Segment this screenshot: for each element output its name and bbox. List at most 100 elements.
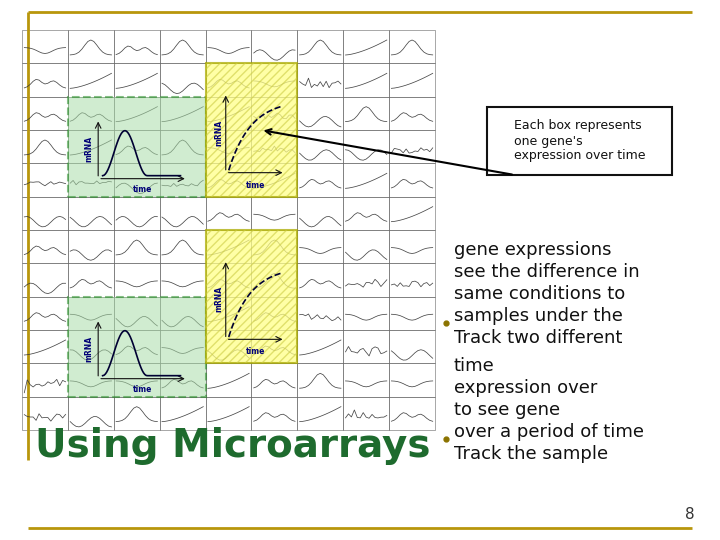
Bar: [389, 197, 435, 230]
Bar: [205, 230, 297, 363]
Text: same conditions to: same conditions to: [454, 285, 625, 303]
Bar: [251, 63, 297, 97]
Text: mRNA: mRNA: [84, 335, 93, 362]
Bar: [68, 63, 114, 97]
Bar: [343, 163, 389, 197]
Bar: [205, 197, 251, 230]
Bar: [160, 130, 205, 163]
Bar: [389, 230, 435, 264]
Bar: [297, 397, 343, 430]
Bar: [343, 63, 389, 97]
Bar: [114, 264, 160, 296]
Bar: [297, 296, 343, 330]
Bar: [389, 63, 435, 97]
Bar: [68, 296, 205, 397]
Bar: [251, 330, 297, 363]
Bar: [297, 63, 343, 97]
Bar: [251, 197, 297, 230]
Bar: [343, 363, 389, 397]
Bar: [251, 363, 297, 397]
Bar: [389, 363, 435, 397]
Bar: [114, 130, 160, 163]
Bar: [343, 264, 389, 296]
Bar: [160, 197, 205, 230]
Bar: [68, 97, 205, 197]
Text: expression over: expression over: [454, 379, 598, 397]
Bar: [68, 397, 114, 430]
Bar: [22, 264, 68, 296]
Bar: [22, 197, 68, 230]
Bar: [251, 163, 297, 197]
Bar: [297, 330, 343, 363]
Bar: [389, 97, 435, 130]
Bar: [389, 397, 435, 430]
Bar: [297, 97, 343, 130]
Bar: [205, 97, 251, 130]
Bar: [22, 63, 68, 97]
Bar: [389, 330, 435, 363]
Text: time: time: [246, 181, 265, 190]
Text: mRNA: mRNA: [215, 119, 224, 146]
Bar: [160, 230, 205, 264]
Bar: [205, 63, 251, 97]
Bar: [68, 130, 114, 163]
Bar: [160, 330, 205, 363]
Text: mRNA: mRNA: [84, 136, 93, 161]
Bar: [22, 363, 68, 397]
Bar: [343, 397, 389, 430]
Bar: [205, 363, 251, 397]
Text: mRNA: mRNA: [215, 286, 224, 313]
Bar: [160, 264, 205, 296]
Bar: [251, 296, 297, 330]
Bar: [68, 330, 114, 363]
Text: 8: 8: [685, 507, 695, 522]
Bar: [22, 30, 68, 63]
Bar: [205, 63, 297, 197]
Text: Track the sample: Track the sample: [454, 445, 608, 463]
Bar: [114, 330, 160, 363]
Bar: [343, 97, 389, 130]
Text: to see gene: to see gene: [454, 401, 560, 419]
Bar: [205, 264, 251, 296]
Text: Using Microarrays: Using Microarrays: [35, 427, 431, 465]
Text: time: time: [133, 384, 153, 394]
Text: see the difference in: see the difference in: [454, 263, 639, 281]
Bar: [114, 296, 160, 330]
Bar: [343, 230, 389, 264]
Bar: [160, 363, 205, 397]
Bar: [68, 30, 114, 63]
Bar: [68, 264, 114, 296]
Bar: [297, 363, 343, 397]
Bar: [114, 197, 160, 230]
Bar: [22, 130, 68, 163]
Bar: [160, 30, 205, 63]
Bar: [343, 296, 389, 330]
Bar: [251, 264, 297, 296]
Bar: [343, 130, 389, 163]
Bar: [297, 197, 343, 230]
Bar: [68, 296, 114, 330]
Bar: [389, 296, 435, 330]
Bar: [160, 63, 205, 97]
Text: Track two different: Track two different: [454, 329, 622, 347]
Bar: [68, 363, 114, 397]
Bar: [251, 230, 297, 264]
Bar: [114, 63, 160, 97]
Bar: [114, 363, 160, 397]
Bar: [205, 30, 251, 63]
Bar: [68, 97, 114, 130]
Bar: [22, 330, 68, 363]
Bar: [297, 163, 343, 197]
Bar: [205, 230, 297, 363]
Bar: [205, 397, 251, 430]
Bar: [251, 397, 297, 430]
Bar: [160, 296, 205, 330]
Text: Each box represents
one gene's
expression over time: Each box represents one gene's expressio…: [514, 119, 645, 163]
Text: time: time: [246, 347, 265, 356]
Bar: [297, 230, 343, 264]
Bar: [251, 30, 297, 63]
Bar: [389, 163, 435, 197]
Bar: [389, 264, 435, 296]
Bar: [22, 97, 68, 130]
Bar: [160, 397, 205, 430]
